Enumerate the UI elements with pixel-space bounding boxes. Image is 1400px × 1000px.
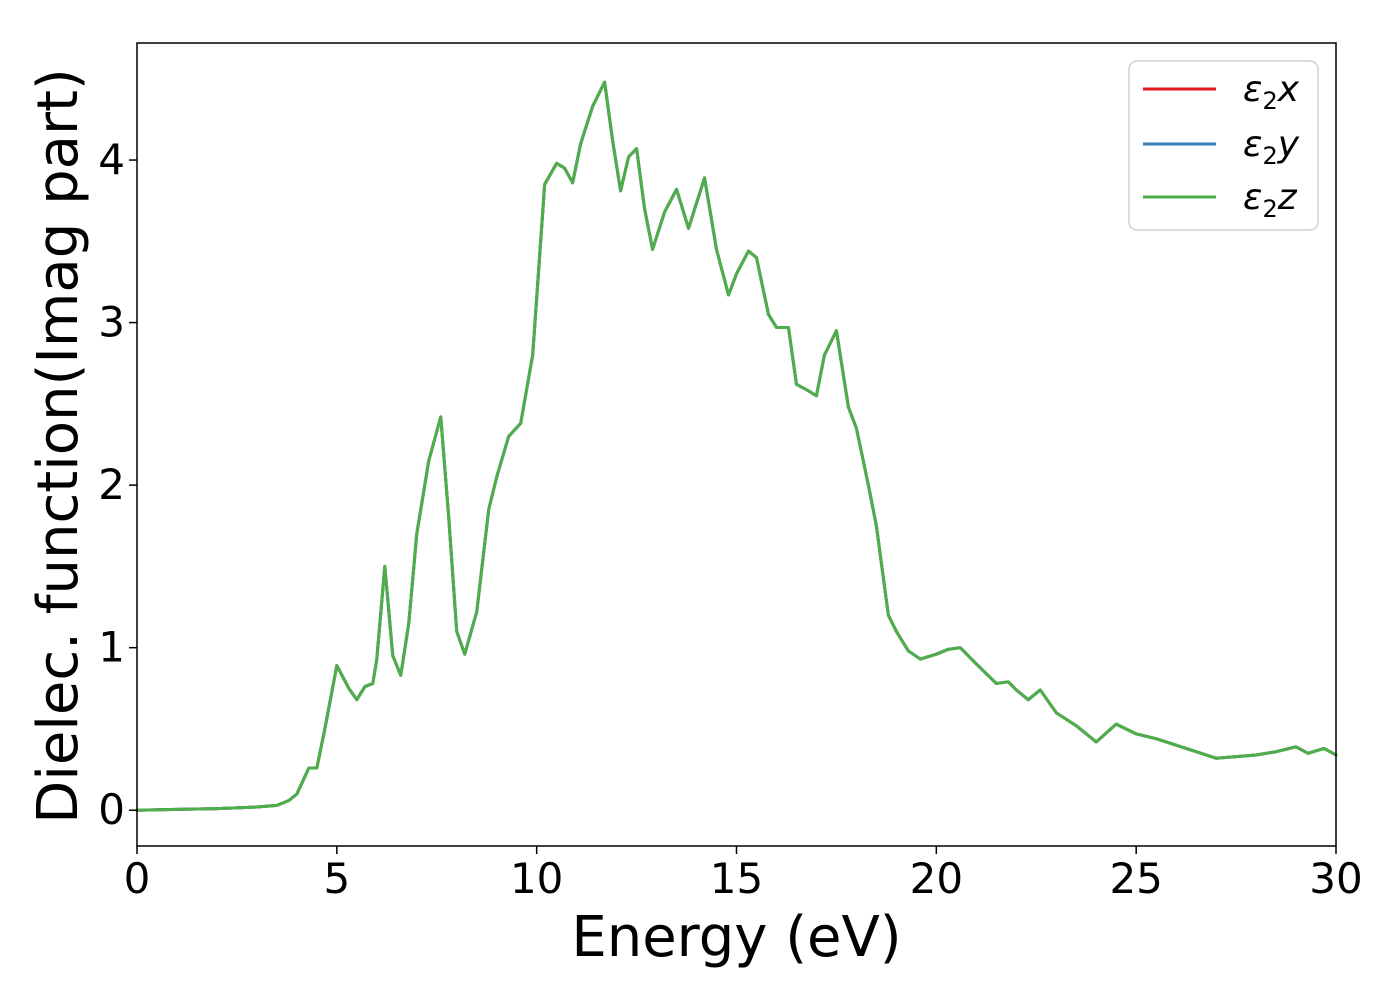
y-tick-label: 1 — [98, 623, 125, 672]
legend-symbol: ε — [1243, 177, 1262, 218]
plot-frame — [136, 42, 1337, 847]
legend-subscript: 2 — [1262, 195, 1277, 223]
legend-axis-letter: x — [1277, 69, 1300, 110]
y-axis-ticks: 0 1 2 3 4 — [98, 135, 137, 834]
legend-label-z: ε2z — [1243, 177, 1298, 223]
plot-lines — [135, 80, 1338, 812]
legend-axis-letter: z — [1277, 177, 1298, 218]
y-tick-label: 2 — [98, 460, 125, 509]
legend-axis-letter: y — [1277, 124, 1300, 165]
x-tick-label: 15 — [710, 854, 763, 903]
series-line-z — [135, 80, 1338, 812]
x-tick-label: 25 — [1109, 854, 1162, 903]
y-axis-title: Dielec. function(Imag part) — [26, 68, 91, 824]
x-axis-title: Energy (eV) — [571, 905, 901, 970]
y-tick-label: 4 — [98, 135, 125, 184]
x-axis-ticks: 0 5 10 15 20 25 30 — [124, 846, 1363, 903]
legend-box — [1128, 60, 1319, 231]
x-tick-label: 10 — [510, 854, 563, 903]
x-tick-label: 20 — [910, 854, 963, 903]
legend-label-y: ε2y — [1243, 124, 1300, 170]
legend-subscript: 2 — [1262, 142, 1277, 170]
x-tick-label: 0 — [124, 854, 151, 903]
x-tick-label: 30 — [1309, 854, 1362, 903]
x-tick-label: 5 — [323, 854, 350, 903]
y-tick-label: 0 — [98, 785, 125, 834]
y-tick-label: 3 — [98, 298, 125, 347]
legend-subscript: 2 — [1262, 87, 1277, 115]
legend-label-x: ε2x — [1243, 69, 1300, 115]
legend-symbol: ε — [1243, 69, 1262, 110]
legend-symbol: ε — [1243, 124, 1262, 165]
